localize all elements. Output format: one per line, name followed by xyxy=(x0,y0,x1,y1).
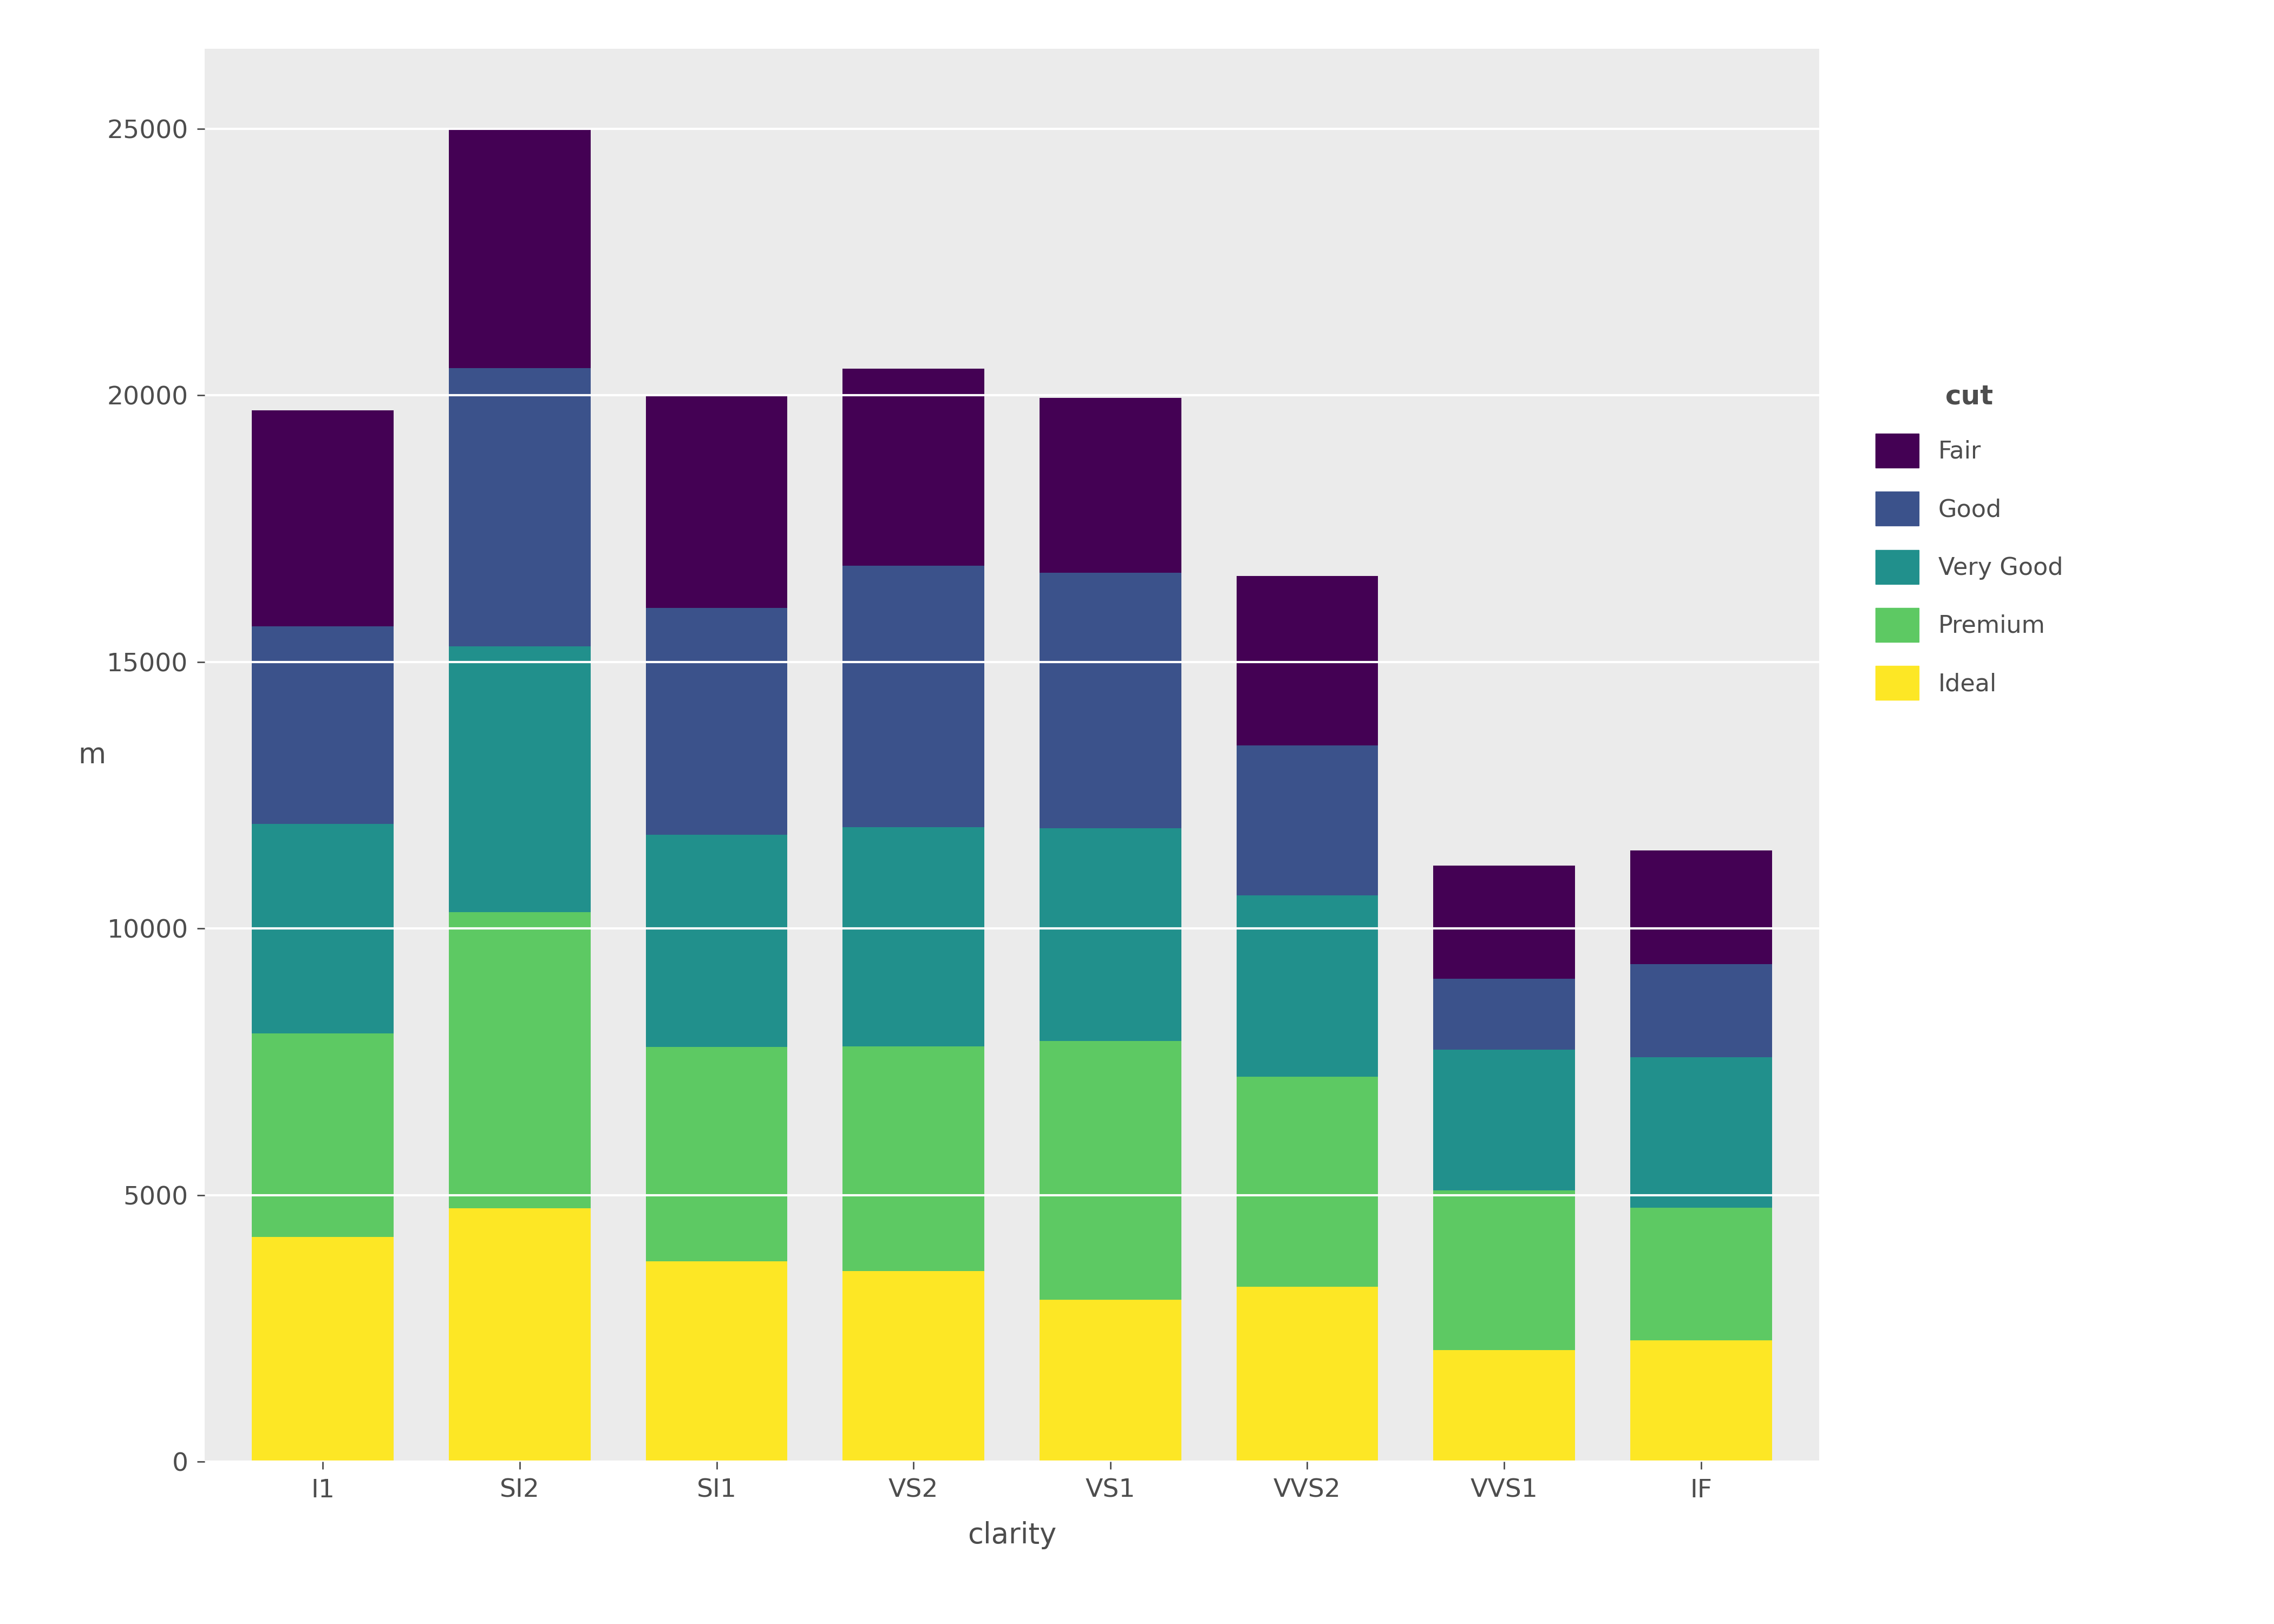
Bar xyxy=(646,1262,787,1462)
Legend: Fair, Good, Very Good, Premium, Ideal: Fair, Good, Very Good, Premium, Ideal xyxy=(1862,372,2074,713)
Bar xyxy=(1433,866,1576,979)
Bar xyxy=(1237,895,1378,1077)
Bar xyxy=(1630,1340,1771,1462)
Bar xyxy=(844,1272,985,1462)
Bar xyxy=(448,1208,591,1462)
Bar xyxy=(646,1047,787,1262)
Bar xyxy=(1237,1077,1378,1286)
Bar xyxy=(1039,573,1180,828)
Bar xyxy=(1039,828,1180,1041)
Bar xyxy=(252,823,393,1033)
Bar xyxy=(1630,1057,1771,1208)
Bar xyxy=(1237,1286,1378,1462)
X-axis label: clarity: clarity xyxy=(966,1522,1057,1549)
Bar xyxy=(1237,577,1378,745)
Bar xyxy=(1630,851,1771,965)
Bar xyxy=(252,1237,393,1462)
Bar xyxy=(1433,1049,1576,1190)
Bar xyxy=(252,1033,393,1237)
Bar xyxy=(1433,979,1576,1049)
Bar xyxy=(448,128,591,369)
Bar xyxy=(448,913,591,1208)
Bar xyxy=(844,1046,985,1272)
Bar xyxy=(448,369,591,646)
Bar xyxy=(844,565,985,827)
Bar xyxy=(1039,1041,1180,1299)
Bar xyxy=(844,369,985,565)
Bar xyxy=(1433,1350,1576,1462)
Bar xyxy=(252,627,393,823)
Bar xyxy=(252,411,393,627)
Bar xyxy=(448,646,591,913)
Bar xyxy=(646,835,787,1047)
Bar xyxy=(646,607,787,835)
Bar xyxy=(646,395,787,607)
Bar xyxy=(1433,1190,1576,1350)
Bar xyxy=(1039,398,1180,573)
Bar xyxy=(1039,1299,1180,1462)
Bar xyxy=(844,827,985,1046)
Y-axis label: m: m xyxy=(77,741,105,770)
Bar xyxy=(1630,1208,1771,1340)
Bar xyxy=(1630,965,1771,1057)
Bar xyxy=(1237,745,1378,895)
